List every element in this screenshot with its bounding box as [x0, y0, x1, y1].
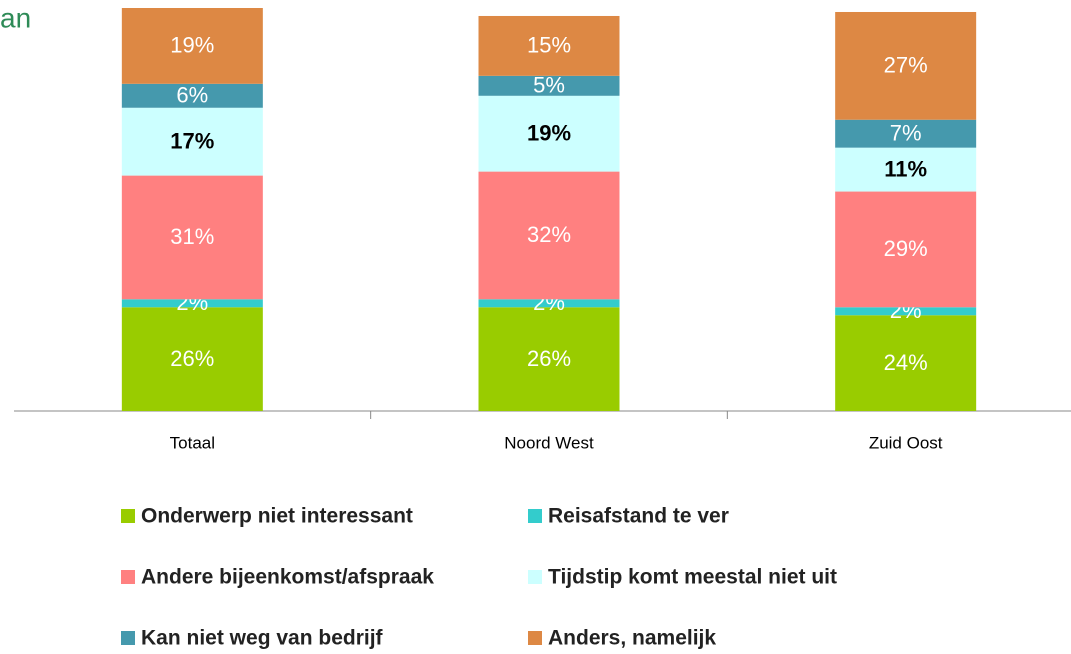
- bar-segment: [835, 315, 977, 411]
- legend-label: Reisafstand te ver: [548, 505, 729, 528]
- data-label: 19%: [170, 33, 214, 58]
- bar-segment: [835, 11, 977, 120]
- bar-segment: [478, 15, 620, 76]
- bar-segment: [478, 307, 620, 411]
- data-label: 29%: [884, 236, 928, 261]
- bar-segment: [835, 191, 977, 308]
- bar-segment: [121, 175, 263, 300]
- bar-segment: [121, 107, 263, 176]
- bar-segment: [835, 119, 977, 148]
- data-label: 31%: [170, 224, 214, 249]
- data-label: 32%: [527, 222, 571, 247]
- legend-label: Kan niet weg van bedrijf: [141, 627, 384, 650]
- data-label: 15%: [527, 33, 571, 58]
- legend-label: Tijdstip komt meestal niet uit: [548, 566, 837, 589]
- data-label: 6%: [176, 83, 208, 108]
- chart-title: an: [0, 2, 31, 33]
- data-label: 11%: [884, 156, 927, 181]
- legend-swatch: [121, 570, 135, 584]
- legend-label: Anders, namelijk: [548, 627, 716, 650]
- x-tick-label: Totaal: [170, 433, 215, 452]
- x-tick-label: Noord West: [504, 433, 594, 452]
- data-label: 27%: [884, 53, 928, 78]
- data-label: 24%: [884, 350, 928, 375]
- legend-swatch: [528, 509, 542, 523]
- bar-segment: [121, 307, 263, 411]
- bar-segment: [478, 75, 620, 96]
- bar-segment: [121, 299, 263, 308]
- data-label: 19%: [527, 121, 571, 146]
- data-label: 26%: [170, 346, 214, 371]
- legend-swatch: [121, 509, 135, 523]
- bar-segment: [835, 147, 977, 192]
- legend-swatch: [528, 631, 542, 645]
- bar-segment: [478, 95, 620, 172]
- bar-segment: [121, 8, 263, 84]
- x-tick-label: Zuid Oost: [869, 433, 943, 452]
- data-label: 17%: [170, 128, 214, 153]
- data-label: 26%: [527, 346, 571, 371]
- legend-label: Onderwerp niet interessant: [141, 505, 413, 528]
- bar-segment: [121, 83, 263, 108]
- legend-label: Andere bijeenkomst/afspraak: [141, 566, 434, 589]
- data-label: 5%: [533, 73, 565, 98]
- bar-segment: [478, 299, 620, 308]
- bar-segment: [835, 307, 977, 316]
- data-label: 7%: [890, 121, 922, 146]
- legend-swatch: [528, 570, 542, 584]
- legend-swatch: [121, 631, 135, 645]
- bar-segment: [478, 171, 620, 300]
